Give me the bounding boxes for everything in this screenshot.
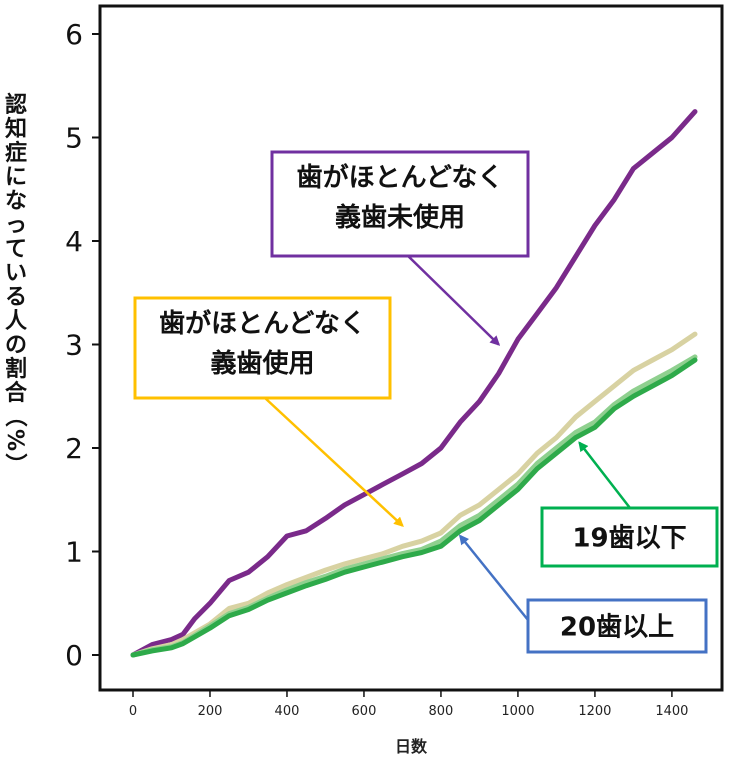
y-axis-label-char: 割 (5, 356, 27, 382)
annotation-box (270, 150, 530, 258)
annotation-box (526, 598, 708, 654)
y-axis-label-char: る (5, 285, 27, 310)
y-tick-label: 4 (65, 225, 83, 258)
y-axis-label-char: に (5, 165, 27, 190)
x-tick-label: 1000 (501, 704, 534, 719)
series-line-1 (130, 331, 698, 658)
y-axis-label-char: ） (2, 453, 27, 475)
x-tick-label: 200 (198, 704, 223, 719)
y-axis-label-char: っ (5, 213, 27, 238)
x-tick-label: 0 (129, 704, 137, 719)
annotation-arrow (578, 441, 631, 509)
y-axis-label-char: い (5, 261, 27, 286)
x-tick-label: 600 (352, 704, 377, 719)
y-axis-label-char: の (5, 333, 27, 358)
y-axis-label-char: 知 (5, 116, 27, 142)
y-axis-label-char: 認 (5, 92, 27, 118)
y-tick-label: 3 (65, 329, 83, 362)
plot-frame (98, 4, 724, 692)
x-tick-label: 1400 (655, 704, 688, 719)
y-axis-label-char: な (5, 189, 27, 214)
series-lines (130, 109, 698, 658)
annotation-label: 義歯未使用 (335, 203, 465, 233)
series-line-0 (130, 109, 698, 658)
annotation-box (540, 506, 719, 568)
annotation-box (133, 296, 392, 400)
x-tick-label: 400 (275, 704, 300, 719)
y-axis: 0 1 2 3 4 5 6 (65, 18, 100, 672)
annotation-label: 歯がほとんどなく (159, 308, 366, 339)
annotation-arrow (458, 534, 529, 621)
x-axis: 0 200 400 600 800 1000 1200 1400 (129, 690, 688, 719)
series-line-3 (130, 357, 698, 658)
annotation-label: 19歯以下 (572, 523, 686, 553)
annotation-arrow (404, 252, 501, 346)
y-tick-label: 0 (65, 639, 83, 672)
annotation-arrow (264, 397, 404, 527)
annotation-label: 義歯使用 (210, 349, 314, 379)
annotation-label: 20歯以上 (560, 612, 674, 642)
y-axis-label-char: 合 (5, 380, 28, 406)
y-axis-label-char: 症 (5, 140, 27, 166)
annotation-label: 歯がほとんどなく (297, 162, 504, 193)
y-tick-label: 2 (65, 432, 83, 465)
y-tick-label: 6 (65, 18, 83, 51)
x-tick-label: 800 (429, 704, 454, 719)
y-tick-label: 5 (65, 122, 83, 155)
y-axis-label-char: 人 (5, 309, 27, 334)
y-tick-label: 1 (65, 536, 83, 569)
x-tick-label: 1200 (578, 704, 611, 719)
y-axis-label-char: て (5, 237, 27, 262)
y-axis-label-char: （ (2, 405, 27, 427)
y-axis-label-char: % (2, 429, 27, 451)
x-axis-label: 日数 (395, 737, 428, 756)
